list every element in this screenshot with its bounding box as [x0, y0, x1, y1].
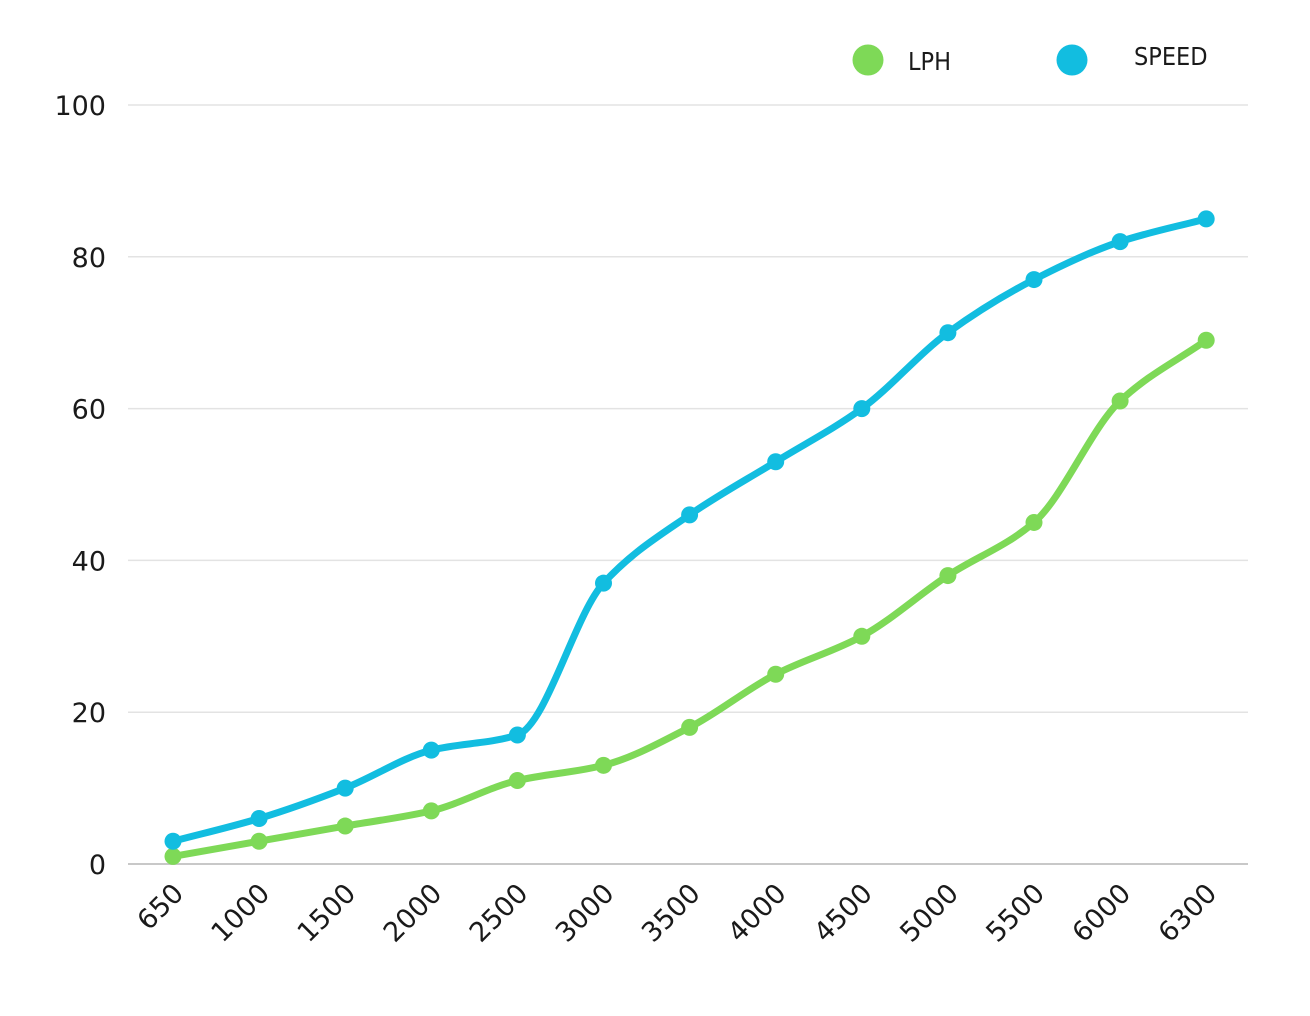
y-tick-label: 20	[72, 698, 106, 729]
x-tick-label: 650	[132, 878, 190, 936]
x-tick-label: 1500	[292, 878, 363, 949]
x-tick-label: 1000	[206, 878, 277, 949]
x-tick-label: 5000	[894, 878, 965, 949]
x-tick-label: 4000	[722, 878, 793, 949]
data-point-speed	[422, 741, 440, 759]
series-speed	[164, 210, 1215, 850]
data-point-lph	[422, 802, 440, 820]
data-point-lph	[767, 665, 785, 683]
data-point-lph	[164, 847, 182, 865]
data-point-lph	[939, 567, 957, 585]
data-point-speed	[1111, 233, 1129, 251]
data-point-lph	[336, 817, 354, 835]
x-tick-label: 2000	[378, 878, 449, 949]
legend-label-lph: LPH	[908, 47, 951, 76]
series-line-lph	[169, 336, 1210, 860]
data-point-lph	[250, 832, 268, 850]
y-tick-label: 100	[54, 91, 106, 122]
data-point-lph	[681, 718, 699, 736]
data-point-speed	[164, 832, 182, 850]
x-tick-label: 3000	[550, 878, 621, 949]
series	[164, 210, 1215, 865]
y-tick-label: 60	[72, 395, 106, 426]
data-point-speed	[767, 453, 785, 471]
legend-item-lph: LPH	[852, 44, 951, 76]
series-lph	[164, 331, 1215, 865]
y-tick-label: 0	[89, 850, 106, 881]
data-point-speed	[853, 400, 871, 418]
data-point-speed	[1025, 271, 1043, 289]
y-tick-label: 80	[72, 243, 106, 274]
gridlines	[128, 104, 1248, 865]
x-tick-label: 6300	[1153, 878, 1224, 949]
data-point-lph	[1111, 392, 1129, 410]
x-tick-label: 3500	[636, 878, 707, 949]
legend-swatch-speed	[1056, 44, 1088, 76]
data-point-lph	[1025, 513, 1043, 531]
data-point-speed	[336, 779, 354, 797]
data-point-speed	[508, 726, 526, 744]
data-point-lph	[595, 756, 612, 774]
x-axis-ticks: 650 1000 1500 2000 2500 3000 3500 4000 4500 5000 5…	[132, 878, 1224, 949]
x-tick-label: 2500	[464, 878, 535, 949]
data-point-lph	[853, 627, 871, 645]
data-point-speed	[250, 809, 268, 827]
legend-swatch-lph	[852, 44, 884, 76]
x-tick-label: 5500	[980, 878, 1051, 949]
legend-item-speed: SPEED	[1056, 42, 1208, 76]
data-point-lph	[1197, 331, 1215, 349]
y-tick-label: 40	[72, 546, 106, 577]
data-point-speed	[939, 324, 957, 342]
legend-label-speed: SPEED	[1134, 42, 1208, 71]
series-line-speed	[169, 215, 1210, 845]
x-tick-label: 4500	[808, 878, 879, 949]
data-point-speed	[1197, 210, 1215, 228]
legend: LPH SPEED	[852, 42, 1208, 76]
y-axis-ticks: 0 20 40 60 80 100	[54, 91, 106, 881]
x-tick-label: 6000	[1067, 878, 1138, 949]
data-point-speed	[681, 506, 699, 524]
data-point-speed	[595, 574, 612, 592]
data-point-lph	[508, 772, 526, 790]
